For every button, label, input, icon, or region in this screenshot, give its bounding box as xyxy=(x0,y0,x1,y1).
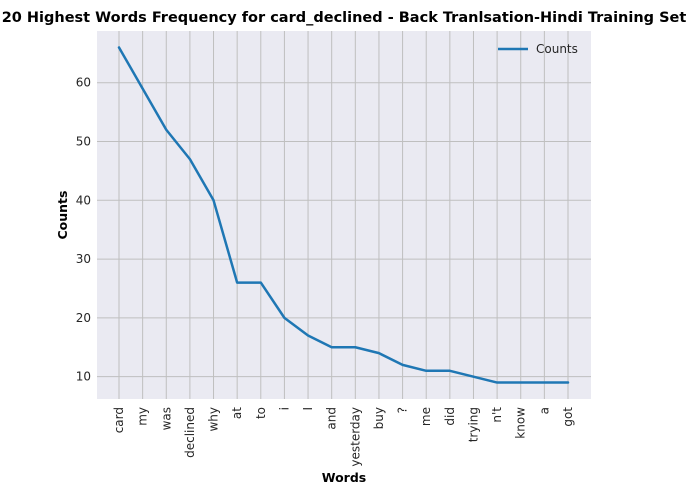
x-tick-label: was xyxy=(159,407,173,430)
y-tick-label: 50 xyxy=(76,135,91,149)
x-tick-label: a xyxy=(537,407,551,414)
x-tick-label: and xyxy=(325,407,339,430)
x-tick-label: why xyxy=(207,407,221,432)
y-tick-label: 10 xyxy=(76,370,91,384)
x-tick-label: card xyxy=(112,407,126,433)
x-tick-label: got xyxy=(561,407,575,427)
x-tick-label: did xyxy=(443,407,457,426)
x-tick-label: i xyxy=(277,407,291,410)
x-tick-label: declined xyxy=(183,407,197,458)
y-tick-label: 30 xyxy=(76,252,91,266)
x-tick-label: my xyxy=(136,407,150,426)
x-tick-label: know xyxy=(514,407,528,439)
series-layer xyxy=(117,46,570,384)
y-gridlines xyxy=(97,82,591,378)
legend: Counts xyxy=(498,42,578,56)
x-tick-label: I xyxy=(301,407,315,411)
x-tick-label: buy xyxy=(372,407,386,429)
y-tick-label: 40 xyxy=(76,193,91,207)
x-tick-label: to xyxy=(254,407,268,419)
x-axis-label: Words xyxy=(322,470,366,485)
y-tick-label: 20 xyxy=(76,311,91,325)
x-tick-label: n't xyxy=(490,407,504,423)
y-tick-labels: 10 20 30 40 50 60 xyxy=(76,76,91,384)
y-axis-label: Counts xyxy=(55,191,70,240)
x-tick-label: at xyxy=(230,407,244,419)
x-tick-label: me xyxy=(419,407,433,426)
x-tick-label: yesterday xyxy=(348,407,362,467)
x-tick-label: ? xyxy=(396,407,410,413)
x-gridlines xyxy=(118,31,569,399)
chart-title: 20 Highest Words Frequency for card_decl… xyxy=(2,10,687,26)
y-tick-label: 60 xyxy=(76,76,91,90)
x-tick-label: trying xyxy=(466,407,480,442)
legend-label-counts: Counts xyxy=(536,42,578,56)
plot-area xyxy=(97,31,591,399)
series-line-counts xyxy=(117,46,570,384)
